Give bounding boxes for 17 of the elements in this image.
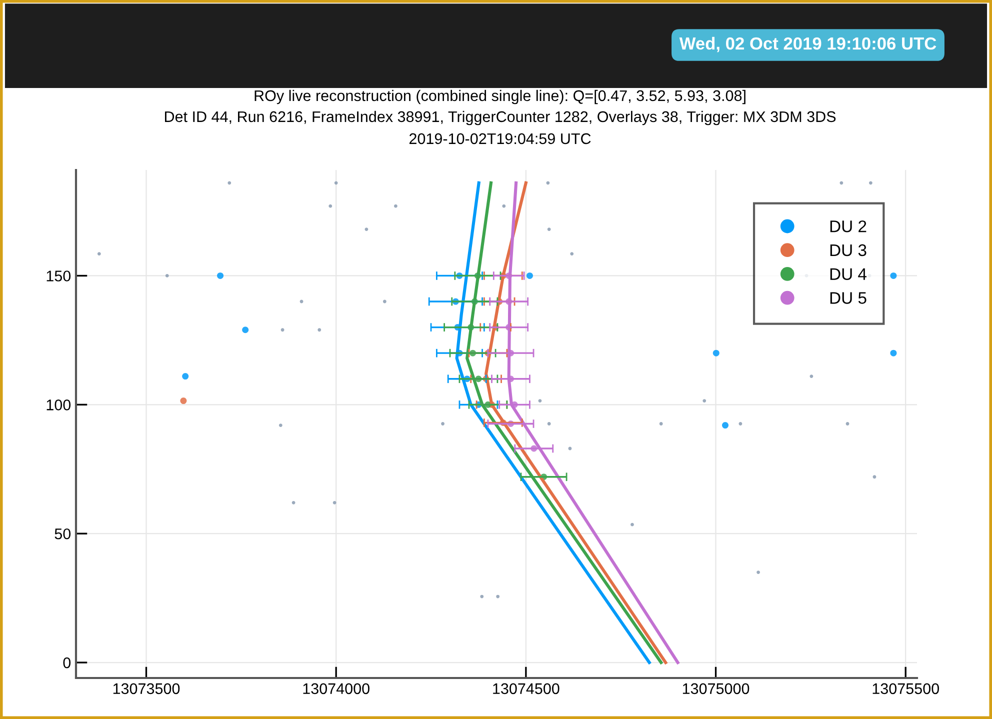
y-tick-label: 150 [46,270,71,282]
y-tick-label: 0 [63,657,71,668]
chart-subtitle: Det ID 44, Run 6216, FrameIndex 38991, TriggerCounter 1282, Overlays 38, Trigger: MX 3DM 3DS [165,110,836,126]
x-tick-label: 13074500 [493,683,560,694]
chart-title: ROy live reconstruction (combined single line): Q=[0.47, 3.52, 5.93, 3.08] [254,90,746,104]
y-tick-label: 50 [54,528,71,540]
legend-label: DU 4 [830,268,867,280]
legend-label: DU 5 [830,292,866,304]
x-tick-label: 13074000 [303,683,370,694]
x-tick-label: 13073500 [113,683,180,694]
text: 2019-10-02T19:04:59 UTC [409,133,591,144]
x-tick-label: 13075500 [872,683,939,694]
legend-label: DU 3 [830,244,866,256]
text: Wed, 02 Oct 2019 19:10:06 UTC [679,36,936,52]
y-tick-label: 100 [46,400,71,410]
legend-label: DU 2 [830,220,866,232]
x-tick-label: 13075000 [682,683,750,694]
